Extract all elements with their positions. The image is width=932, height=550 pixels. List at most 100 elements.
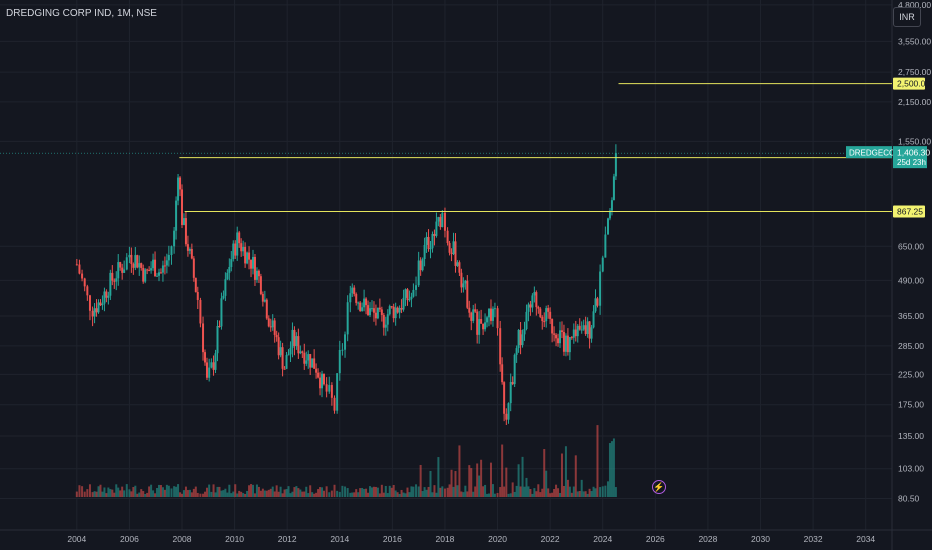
candle-body xyxy=(458,262,461,273)
candle-body xyxy=(415,285,418,290)
candle-body xyxy=(511,381,514,385)
volume-bar xyxy=(491,484,494,497)
candle-body xyxy=(236,232,239,256)
volume-bar xyxy=(279,486,282,497)
volume-bar xyxy=(115,484,118,497)
candle-body xyxy=(130,254,133,264)
candle-body xyxy=(338,349,341,374)
y-tick-label: 175.00 xyxy=(898,400,924,410)
volume-bar xyxy=(121,486,124,497)
candle-body xyxy=(105,291,108,298)
candle-body xyxy=(226,272,229,280)
currency-button[interactable]: INR xyxy=(893,7,921,27)
volume-bar xyxy=(234,484,237,497)
volume-bar xyxy=(351,492,354,497)
volume-bar xyxy=(367,492,370,497)
volume-bar xyxy=(194,486,197,497)
volume-bar xyxy=(610,441,613,497)
volume-bar xyxy=(509,493,512,497)
volume-bar xyxy=(382,492,385,497)
candle-body xyxy=(336,373,339,411)
volume-bar xyxy=(386,493,389,497)
volume-bar xyxy=(95,491,98,497)
candle-body xyxy=(608,210,611,219)
volume-bar xyxy=(315,492,318,497)
volume-bar xyxy=(238,490,241,497)
candle-body xyxy=(367,305,370,316)
candle-body xyxy=(293,329,296,347)
volume-bar xyxy=(592,486,595,497)
volume-bar xyxy=(269,488,272,497)
x-tick-label: 2026 xyxy=(646,534,665,544)
volume-bar xyxy=(263,490,266,497)
candle-body xyxy=(466,280,469,308)
volume-bar xyxy=(608,443,611,497)
volume-bar xyxy=(132,487,135,497)
candle-body xyxy=(303,352,306,364)
volume-bar xyxy=(433,485,436,497)
volume-bar xyxy=(144,493,147,497)
candle-body xyxy=(478,319,481,335)
candle-body xyxy=(480,319,483,324)
candle-body xyxy=(232,243,235,260)
dividend-event-icon[interactable]: ⚡ xyxy=(652,480,666,494)
volume-bar xyxy=(163,489,166,497)
candle-body xyxy=(208,367,211,378)
candle-body xyxy=(240,243,243,252)
candle-body xyxy=(228,266,231,273)
candle-body xyxy=(472,309,475,321)
candle-body xyxy=(289,347,292,355)
candle-body xyxy=(470,312,473,321)
volume-bar xyxy=(199,493,202,497)
volume-bar xyxy=(311,492,314,497)
candle-body xyxy=(140,263,143,268)
candle-body xyxy=(170,246,173,255)
volume-bar xyxy=(537,484,540,497)
candle-body xyxy=(441,212,444,227)
candle-body xyxy=(204,352,207,363)
candle-body xyxy=(402,297,405,310)
volume-bar xyxy=(130,491,133,497)
y-tick-label: 103.00 xyxy=(898,464,924,474)
y-tick-label: 2,750.00 xyxy=(898,67,931,77)
candle-body xyxy=(484,322,487,330)
candle-body xyxy=(309,354,312,368)
candle-body xyxy=(113,280,116,282)
candle-body xyxy=(230,259,233,267)
candle-body xyxy=(95,308,98,313)
volume-bar xyxy=(576,491,579,497)
volume-bar xyxy=(404,493,407,497)
volume-bar xyxy=(515,485,518,497)
candle-body xyxy=(412,289,415,297)
volume-bar xyxy=(204,491,207,497)
volume-bar xyxy=(359,488,362,497)
candle-body xyxy=(267,318,270,327)
candle-body xyxy=(212,362,215,370)
candle-body xyxy=(156,275,159,277)
candle-body xyxy=(437,217,440,222)
volume-bar xyxy=(406,487,409,497)
volume-bar xyxy=(242,493,245,497)
volume-bar xyxy=(612,438,615,497)
candle-body xyxy=(523,329,526,335)
volume-bar xyxy=(252,484,254,497)
volume-bar xyxy=(344,486,347,497)
y-tick-label: 1,550.00 xyxy=(898,136,931,146)
volume-bar xyxy=(273,491,276,497)
volume-bar xyxy=(267,489,270,497)
x-tick-label: 2022 xyxy=(541,534,560,544)
volume-bar xyxy=(125,484,128,497)
volume-bar xyxy=(196,492,199,497)
candle-body xyxy=(404,289,407,298)
price-tag-label: 1,406.30 xyxy=(897,148,930,158)
volume-bar xyxy=(590,491,593,497)
candle-body xyxy=(192,258,195,278)
volume-bar xyxy=(425,489,428,497)
volume-bar xyxy=(531,493,534,497)
x-tick-label: 2034 xyxy=(856,534,875,544)
volume-bar xyxy=(287,486,290,497)
volume-bar xyxy=(363,488,366,497)
candle-body xyxy=(115,278,118,282)
volume-bar xyxy=(309,485,312,497)
